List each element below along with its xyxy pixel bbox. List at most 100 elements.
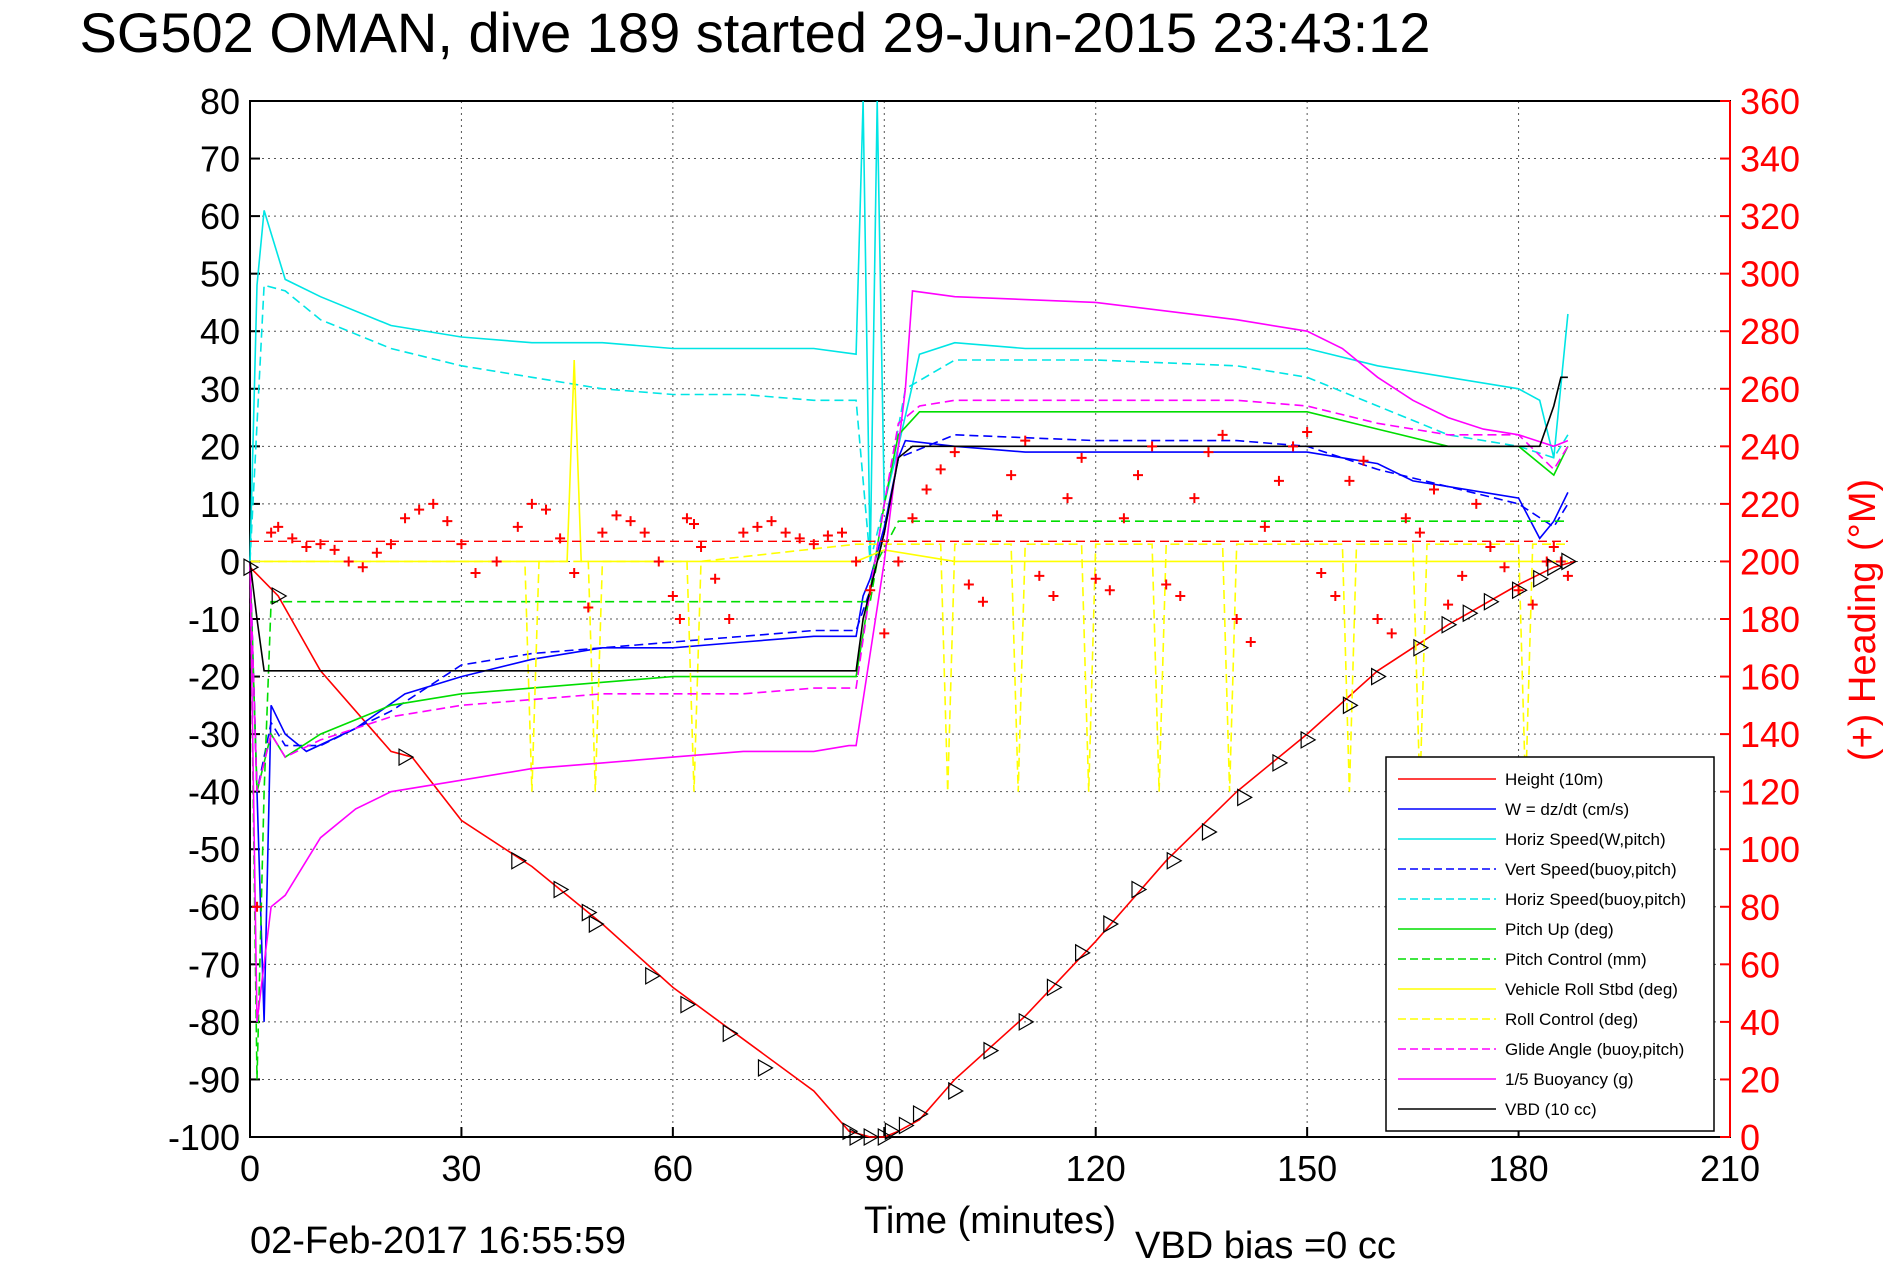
- heading-point: [1400, 513, 1411, 524]
- heading-point: [1090, 573, 1101, 584]
- heading-point: [491, 556, 502, 567]
- legend-label: Horiz Speed(W,pitch): [1505, 830, 1666, 849]
- heading-point: [1006, 470, 1017, 481]
- heading-point: [1358, 455, 1369, 466]
- heading-point: [1104, 585, 1115, 596]
- y-tick-label: 40: [200, 311, 240, 352]
- depth-marker: [1441, 615, 1458, 634]
- heading-point: [935, 464, 946, 475]
- heading-point: [851, 556, 862, 567]
- heading-point: [1245, 637, 1256, 648]
- right-y-tick-label: 240: [1740, 426, 1800, 467]
- depth-marker: [1046, 978, 1063, 997]
- heading-point: [1457, 570, 1468, 581]
- heading-point: [653, 556, 664, 567]
- depth-marker: [1483, 592, 1500, 611]
- legend-label: Pitch Control (mm): [1505, 950, 1647, 969]
- heading-point: [512, 521, 523, 532]
- heading-point: [674, 614, 685, 624]
- right-y-tick-label: 0: [1740, 1117, 1760, 1158]
- series-line: [249, 100, 1569, 562]
- heading-point: [639, 527, 650, 538]
- depth-marker: [1272, 753, 1289, 772]
- right-y-tick-label: 300: [1740, 254, 1800, 295]
- legend-label: Pitch Up (deg): [1505, 920, 1614, 939]
- heading-point: [611, 510, 622, 521]
- x-tick-label: 210: [1700, 1148, 1760, 1189]
- heading-point: [822, 530, 833, 541]
- y-tick-label: -30: [188, 714, 240, 755]
- heading-point: [273, 521, 284, 532]
- series-line: [249, 410, 1569, 792]
- legend-label: Vert Speed(buoy,pitch): [1505, 860, 1677, 879]
- depth-marker: [1371, 667, 1387, 686]
- depth-marker: [1547, 558, 1564, 577]
- legend-label: W = dz/dt (cm/s): [1505, 800, 1629, 819]
- series-line: [249, 399, 1569, 792]
- heading-point: [681, 513, 692, 524]
- right-y-axis-ticks: 3603403203002802602402202001801601401201…: [1720, 81, 1800, 1158]
- legend-label: Height (10m): [1505, 770, 1603, 789]
- right-y-tick-label: 180: [1740, 599, 1800, 640]
- heading-point: [738, 527, 749, 538]
- right-y-tick-label: 40: [1740, 1002, 1780, 1043]
- x-axis-label: Time (minutes): [864, 1200, 1116, 1242]
- heading-point: [1541, 556, 1552, 567]
- heading-point: [907, 513, 918, 524]
- y-tick-label: 70: [200, 139, 240, 180]
- depth-marker: [1075, 943, 1091, 962]
- heading-point: [696, 542, 707, 553]
- depth-marker: [511, 851, 528, 870]
- y-tick-label: 20: [200, 426, 240, 467]
- heading-point: [1203, 447, 1214, 458]
- x-tick-label: 30: [441, 1148, 481, 1189]
- right-y-tick-label: 20: [1740, 1059, 1780, 1100]
- heading-point: [977, 596, 988, 607]
- depth-marker: [863, 1127, 880, 1147]
- heading-point: [1147, 441, 1158, 452]
- heading-point: [1048, 590, 1059, 601]
- heading-point: [442, 516, 453, 527]
- heading-point: [329, 544, 340, 555]
- legend-box: [1385, 756, 1715, 1132]
- heading-point: [963, 579, 974, 590]
- right-y-tick-label: 80: [1740, 887, 1780, 928]
- x-tick-label: 150: [1277, 1148, 1337, 1189]
- heading-point: [1175, 590, 1186, 601]
- x-tick-label: 120: [1066, 1148, 1126, 1189]
- heading-point: [1316, 567, 1327, 578]
- heading-point: [456, 539, 467, 550]
- series-line: [249, 376, 1568, 672]
- heading-point: [710, 573, 721, 584]
- heading-point: [385, 539, 396, 550]
- depth-marker: [271, 586, 288, 606]
- heading-point: [1499, 562, 1510, 573]
- heading-point: [625, 516, 636, 527]
- series-line: [250, 543, 1568, 792]
- heading-point: [1231, 614, 1242, 624]
- heading-point: [1302, 426, 1313, 437]
- heading-point: [1020, 435, 1031, 446]
- right-y-tick-label: 360: [1740, 81, 1800, 122]
- heading-point: [766, 516, 777, 527]
- y-tick-label: 50: [200, 254, 240, 295]
- heading-point: [252, 901, 263, 912]
- heading-point: [526, 498, 537, 509]
- legend-label: Horiz Speed(buoy,pitch): [1505, 890, 1686, 909]
- x-tick-label: 0: [240, 1148, 260, 1189]
- heading-point: [879, 628, 890, 639]
- y-tick-label: 10: [200, 484, 240, 525]
- heading-point: [921, 484, 932, 495]
- y-tick-label: -10: [188, 599, 240, 640]
- y-tick-label: -60: [188, 887, 240, 928]
- series-line: [249, 520, 1568, 1080]
- heading-point: [1527, 599, 1538, 610]
- heading-point: [1471, 498, 1482, 509]
- heading-point: [667, 590, 678, 601]
- right-y-tick-label: 200: [1740, 541, 1800, 582]
- heading-point: [794, 533, 805, 544]
- depth-marker: [884, 1122, 901, 1141]
- heading-point: [1386, 628, 1397, 639]
- heading-point: [541, 504, 551, 515]
- footer-vbd-bias: VBD bias =0 cc: [1135, 1225, 1396, 1262]
